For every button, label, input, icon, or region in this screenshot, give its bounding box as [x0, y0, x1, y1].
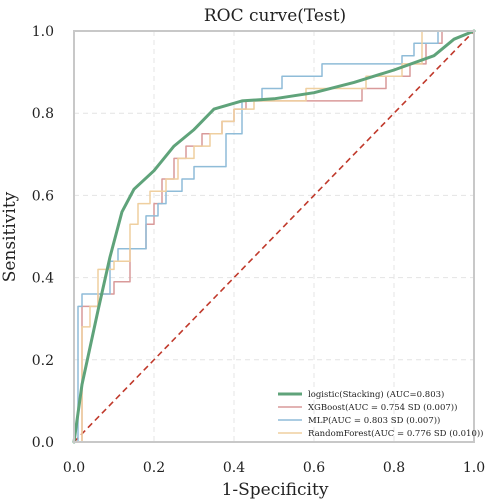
- y-tick-label: 0.8: [32, 106, 54, 122]
- y-tick-label: 0.2: [32, 353, 54, 369]
- legend-label-2: MLP(AUC = 0.803 SD (0.007)): [308, 415, 440, 426]
- x-tick-label: 1.0: [463, 460, 485, 476]
- y-tick-label: 1.0: [32, 24, 54, 40]
- series-line-2: [73, 30, 475, 443]
- series-line-3: [73, 30, 475, 443]
- y-tick-label: 0.6: [32, 188, 54, 204]
- legend: logistic(Stacking) (AUC=0.803) XGBoost(AU…: [278, 389, 483, 439]
- y-tick-labels: 0.0 0.2 0.4 0.6 0.8 1.0: [32, 24, 54, 451]
- x-tick-label: 0.8: [383, 460, 405, 476]
- x-tick-label: 0.4: [223, 460, 245, 476]
- y-axis-label: Sensitivity: [0, 191, 20, 282]
- plot-frame: [73, 30, 475, 443]
- chart-title: ROC curve(Test): [204, 6, 346, 26]
- x-tick-labels: 0.0 0.2 0.4 0.6 0.8 1.0: [63, 460, 485, 476]
- x-axis-label: 1-Specificity: [222, 480, 329, 500]
- y-tick-label: 0.4: [32, 271, 54, 287]
- x-tick-label: 0.2: [143, 460, 165, 476]
- series-line-0: [72, 29, 476, 444]
- legend-label-1: XGBoost(AUC = 0.754 SD (0.007)): [308, 402, 457, 413]
- chance-diagonal: [73, 30, 475, 443]
- series-lines: [72, 29, 476, 444]
- legend-label-0: logistic(Stacking) (AUC=0.803): [308, 389, 444, 400]
- y-tick-label: 0.0: [32, 435, 54, 451]
- legend-label-3: RandomForest(AUC = 0.776 SD (0.010)): [308, 428, 483, 439]
- x-tick-label: 0.0: [63, 460, 85, 476]
- x-tick-label: 0.6: [303, 460, 325, 476]
